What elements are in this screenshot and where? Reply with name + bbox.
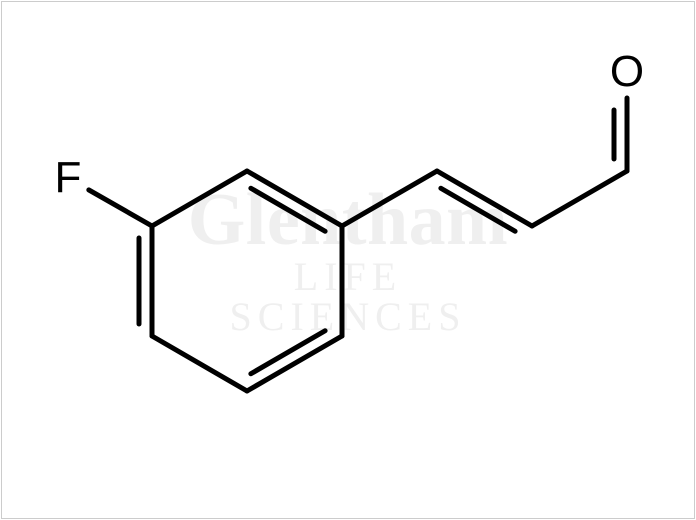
image-frame bbox=[1, 1, 695, 519]
atom-label-o: O bbox=[610, 50, 644, 94]
atom-label-f: F bbox=[55, 156, 82, 200]
